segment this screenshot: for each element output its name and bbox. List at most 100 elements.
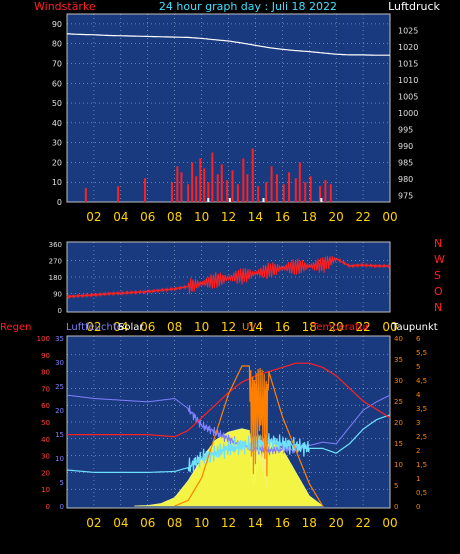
panel-wind-direction <box>66 241 391 313</box>
pressure-tick-label: 990 <box>398 142 413 151</box>
wind-tick-label: 80 <box>52 40 62 49</box>
dewpoint-tick-label: 4 <box>416 391 421 399</box>
legend-entry: UV <box>242 322 256 333</box>
x-tick-label: 06 <box>140 320 155 334</box>
panel1-series <box>66 33 390 202</box>
pressure-axis-title: Luftdruck <box>388 0 440 13</box>
pressure-tick-label: 1025 <box>398 26 418 35</box>
dewpoint-tick-label: 0,5 <box>416 489 427 497</box>
x-tick-label: 02 <box>86 516 101 530</box>
x-tick-label: 18 <box>302 210 317 224</box>
wind-tick-label: 10 <box>52 178 62 187</box>
wind-tick-label: 20 <box>52 158 62 167</box>
temperature-tick-label: 0 <box>394 503 398 511</box>
temperature-tick-label: 35 <box>394 356 403 364</box>
x-tick-label: 00 <box>382 516 397 530</box>
humidity-series-line <box>66 394 391 456</box>
x-tick-label: 10 <box>194 210 209 224</box>
direction-tick-label: 90 <box>53 291 62 299</box>
x-tick-label: 08 <box>167 210 182 224</box>
x-tick-label: 22 <box>355 210 370 224</box>
humidity-tick-label: 25 <box>55 383 64 391</box>
rain-tick-label: 20 <box>41 469 50 477</box>
compass-label: O <box>434 285 443 298</box>
x-tick-label: 16 <box>275 516 290 530</box>
x-tick-label: 00 <box>382 210 397 224</box>
rain-tick-label: 60 <box>41 402 50 410</box>
rain-tick-label: 80 <box>41 369 50 377</box>
pressure-series-line <box>66 33 390 56</box>
direction-tick-label: 360 <box>49 241 62 249</box>
dewpoint-series-line <box>66 414 391 473</box>
x-tick-label: 00 <box>382 320 397 334</box>
compass-label: N <box>434 237 442 250</box>
temperature-tick-label: 5 <box>394 482 398 490</box>
humidity-tick-label: 5 <box>60 479 64 487</box>
legend-entry: Solar <box>118 322 144 333</box>
wind-tick-label: 0 <box>57 198 62 207</box>
humidity-tick-label: 20 <box>55 407 64 415</box>
x-tick-label: 16 <box>275 210 290 224</box>
x-tick-label: 20 <box>329 210 344 224</box>
dewpoint-tick-label: 4,5 <box>416 377 427 385</box>
chart-title: 24 hour graph day : Juli 18 2022 <box>159 0 337 13</box>
pressure-tick-label: 995 <box>398 125 413 134</box>
x-tick-label: 18 <box>302 320 317 334</box>
rain-tick-label: 40 <box>41 436 50 444</box>
wind-tick-label: 90 <box>52 20 62 29</box>
dewpoint-tick-label: 3,5 <box>416 405 427 413</box>
uv-series-line <box>174 365 324 507</box>
humidity-tick-label: 10 <box>55 455 64 463</box>
pressure-tick-label: 1010 <box>398 76 418 85</box>
x-tick-label: 10 <box>194 320 209 334</box>
x-tick-label: 08 <box>167 516 182 530</box>
humidity-tick-label: 30 <box>55 359 64 367</box>
temperature-tick-label: 15 <box>394 440 403 448</box>
temperature-tick-label: 20 <box>394 419 403 427</box>
x-tick-label: 12 <box>221 516 236 530</box>
wind-tick-label: 60 <box>52 79 62 88</box>
x-tick-label: 04 <box>113 210 128 224</box>
rain-tick-label: 70 <box>41 385 50 393</box>
dewpoint-tick-label: 1 <box>416 475 420 483</box>
compass-label: S <box>434 269 441 282</box>
temperature-tick-label: 25 <box>394 398 403 406</box>
x-tick-label: 06 <box>140 210 155 224</box>
x-tick-label: 06 <box>140 516 155 530</box>
pressure-tick-label: 985 <box>398 158 413 167</box>
temperature-tick-label: 10 <box>394 461 403 469</box>
panel1-grid <box>67 14 390 202</box>
pressure-tick-label: 1000 <box>398 109 418 118</box>
temperature-tick-label: 40 <box>394 335 403 343</box>
x-tick-label: 04 <box>113 516 128 530</box>
pressure-tick-label: 1005 <box>398 92 418 101</box>
x-tick-label: 16 <box>275 320 290 334</box>
legend-entry: Regen <box>0 322 32 333</box>
rain-tick-label: 90 <box>41 352 50 360</box>
x-tick-label: 04 <box>113 320 128 334</box>
x-tick-label: 22 <box>355 516 370 530</box>
dewpoint-tick-label: 0 <box>416 503 420 511</box>
panel3-ticks: 0102030405060708090100051015202530350510… <box>37 335 428 530</box>
x-tick-label: 14 <box>248 320 263 334</box>
x-tick-label: 20 <box>329 320 344 334</box>
wind-axis-title: Windstärke <box>34 0 96 13</box>
pressure-tick-label: 980 <box>398 175 413 184</box>
legend-entry: Taupunkt <box>391 322 438 333</box>
rain-tick-label: 0 <box>46 503 50 511</box>
wind-tick-label: 30 <box>52 139 62 148</box>
dewpoint-tick-label: 6 <box>416 335 421 343</box>
rain-tick-label: 30 <box>41 453 50 461</box>
x-tick-label: 14 <box>248 516 263 530</box>
rain-tick-label: 100 <box>37 335 50 343</box>
humidity-tick-label: 35 <box>55 335 64 343</box>
x-tick-label: 02 <box>86 320 101 334</box>
x-tick-label: 18 <box>302 516 317 530</box>
x-tick-label: 12 <box>221 210 236 224</box>
x-tick-label: 20 <box>329 516 344 530</box>
dewpoint-tick-label: 5 <box>416 363 420 371</box>
legend-entry: Luftfeuchte <box>66 322 123 333</box>
